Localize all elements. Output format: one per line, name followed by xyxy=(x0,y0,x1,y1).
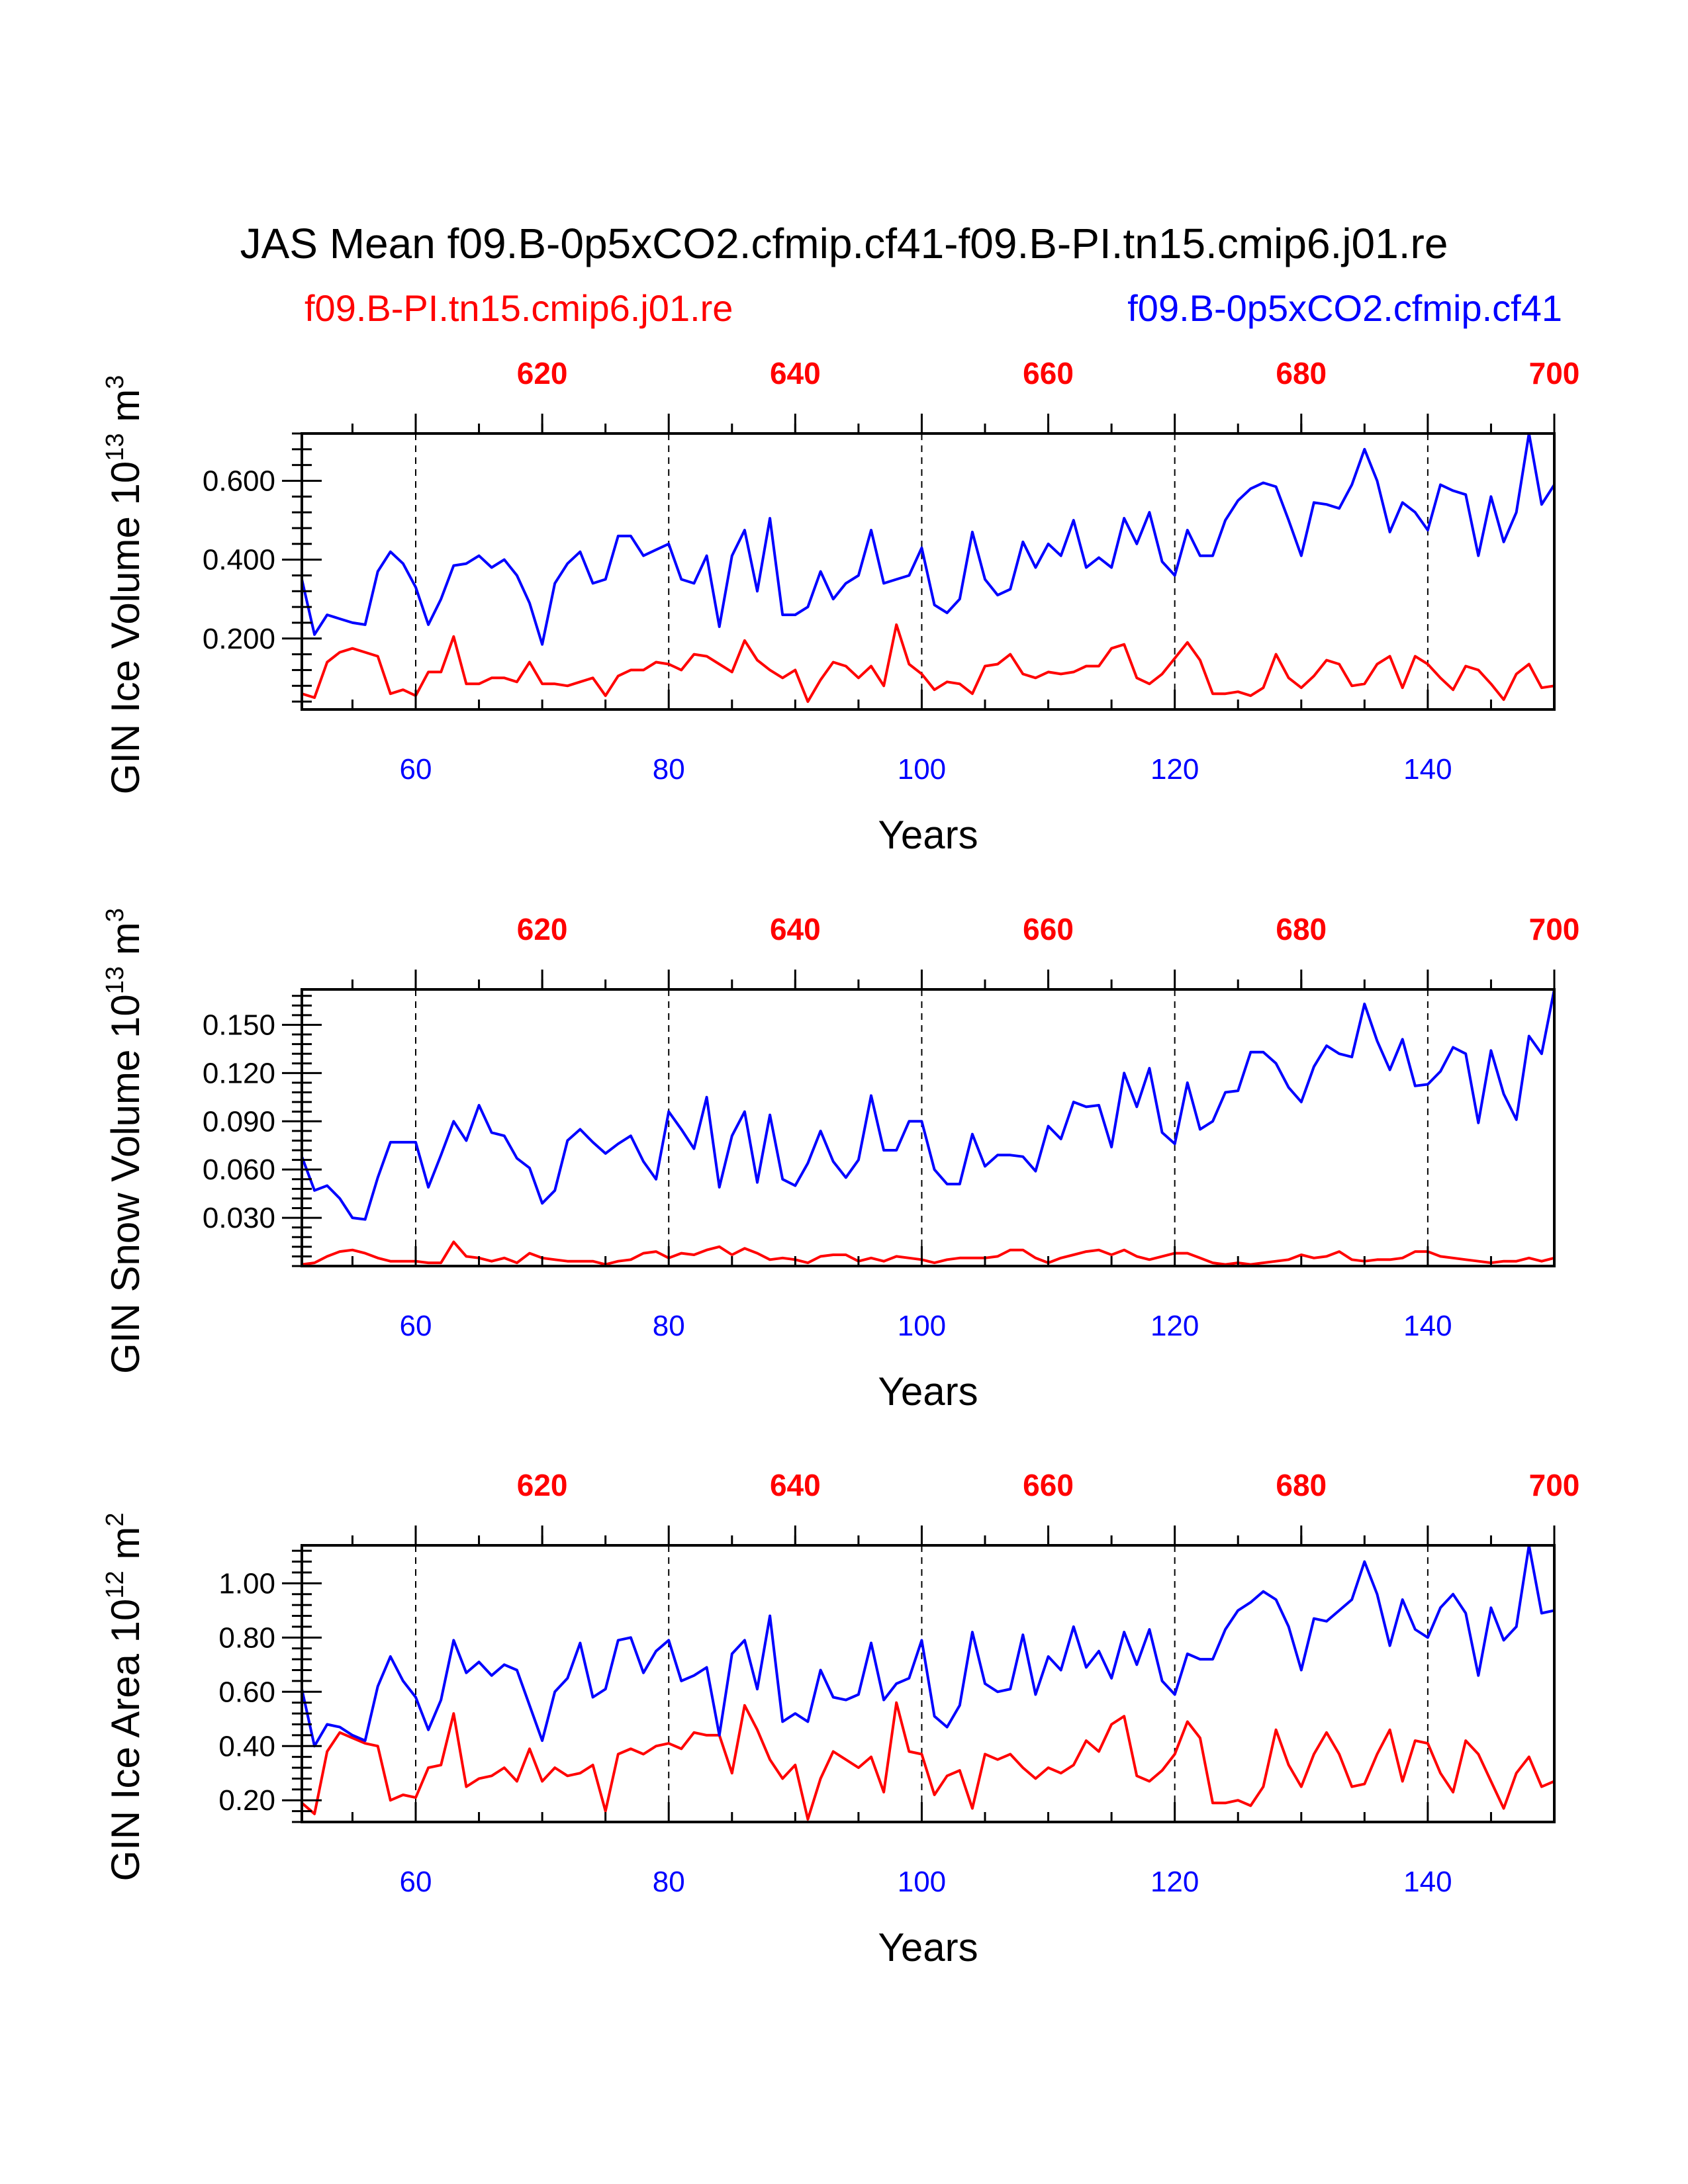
y-label-exponent: 13 xyxy=(101,433,129,461)
y-tick-label: 0.600 xyxy=(203,465,275,497)
top-tick-label: 660 xyxy=(1023,356,1074,390)
top-tick-label: 700 xyxy=(1529,356,1580,390)
x-tick-label: 80 xyxy=(653,1310,685,1342)
series-line-red xyxy=(301,1701,1555,1821)
x-tick-label: 140 xyxy=(1403,1310,1452,1342)
series-line-red xyxy=(301,623,1555,704)
x-tick-label: 60 xyxy=(400,1866,432,1898)
y-axis-label: GIN Ice Volume 1013 m3 xyxy=(101,375,148,795)
top-tick-label: 640 xyxy=(770,356,821,390)
top-tick-label: 700 xyxy=(1529,1468,1580,1502)
top-tick-label: 620 xyxy=(517,1468,568,1502)
x-axis-label: Years xyxy=(878,1369,978,1414)
series-line-blue xyxy=(301,1544,1555,1748)
y-label-text: GIN Snow Volume 10 xyxy=(103,994,148,1374)
x-tick-label: 100 xyxy=(898,1310,946,1342)
series-line-blue xyxy=(301,432,1556,646)
top-tick-label: 700 xyxy=(1529,912,1580,946)
y-tick-label: 0.400 xyxy=(203,544,275,576)
top-tick-label: 680 xyxy=(1276,1468,1327,1502)
legend-right: f09.B-0p5xCO2.cfmip.cf41 xyxy=(1127,287,1562,329)
y-tick-label: 0.150 xyxy=(203,1009,275,1041)
y-tick-label: 0.060 xyxy=(203,1154,275,1186)
x-tick-label: 60 xyxy=(400,1310,432,1342)
x-axis-label: Years xyxy=(878,1925,978,1970)
x-tick-label: 120 xyxy=(1150,1866,1199,1898)
y-tick-label: 0.030 xyxy=(203,1202,275,1234)
x-tick-label: 80 xyxy=(653,1866,685,1898)
panel-1: 60 80 100 120 140 620 640 660 680 700 0.200 0.400 0.… xyxy=(101,356,1579,857)
top-tick-label: 680 xyxy=(1276,912,1327,946)
y-label-unit: m xyxy=(103,1527,148,1571)
top-tick-label: 640 xyxy=(770,1468,821,1502)
y-tick-label: 0.090 xyxy=(203,1105,275,1138)
y-tick-label: 0.40 xyxy=(218,1730,275,1762)
top-tick-label: 660 xyxy=(1023,912,1074,946)
figure-title: JAS Mean f09.B-0p5xCO2.cfmip.cf41-f09.B-… xyxy=(240,220,1448,267)
y-tick-label: 1.00 xyxy=(218,1567,275,1600)
y-label-exponent: 13 xyxy=(101,966,129,994)
legend-left: f09.B-PI.tn15.cmip6.j01.re xyxy=(305,287,733,329)
y-label-unit: m xyxy=(103,922,148,966)
top-tick-label: 640 xyxy=(770,912,821,946)
top-tick-label: 680 xyxy=(1276,356,1327,390)
series-line-blue xyxy=(301,989,1556,1221)
x-tick-label: 100 xyxy=(898,1866,946,1898)
y-label-text: GIN Ice Volume 10 xyxy=(103,461,148,795)
y-label-text: GIN Ice Area 10 xyxy=(103,1599,148,1882)
x-tick-label: 60 xyxy=(400,753,432,786)
y-tick-label: 0.60 xyxy=(218,1676,275,1708)
y-label-unit-exponent: 2 xyxy=(101,1513,129,1527)
series-line-red xyxy=(301,1240,1555,1266)
y-label-exponent: 12 xyxy=(101,1570,129,1598)
y-label-unit-exponent: 3 xyxy=(101,908,129,922)
x-tick-label: 80 xyxy=(653,753,685,786)
y-tick-label: 0.120 xyxy=(203,1057,275,1089)
x-tick-label: 100 xyxy=(898,753,946,786)
x-tick-label: 140 xyxy=(1403,753,1452,786)
y-label-unit: m xyxy=(103,389,148,433)
x-tick-label: 140 xyxy=(1403,1866,1452,1898)
plot-frame xyxy=(301,988,1556,1267)
x-axis-label: Years xyxy=(878,813,978,857)
x-tick-label: 120 xyxy=(1150,753,1199,786)
panel-2: 60 80 100 120 140 620 640 660 680 700 0.030 0.060 0.… xyxy=(101,908,1579,1414)
panel-3: 60 80 100 120 140 620 640 660 680 700 0.20 0.40 0.60… xyxy=(101,1468,1579,1970)
y-tick-label: 0.80 xyxy=(218,1621,275,1654)
top-tick-label: 620 xyxy=(517,356,568,390)
y-label-unit-exponent: 3 xyxy=(101,375,129,389)
top-tick-label: 620 xyxy=(517,912,568,946)
y-axis-label: GIN Ice Area 1012 m2 xyxy=(101,1513,148,1882)
top-tick-label: 660 xyxy=(1023,1468,1074,1502)
plot-frame xyxy=(301,432,1556,711)
y-tick-label: 0.20 xyxy=(218,1784,275,1817)
y-tick-label: 0.200 xyxy=(203,623,275,655)
x-tick-label: 120 xyxy=(1150,1310,1199,1342)
plot-frame xyxy=(301,1544,1556,1823)
y-axis-label: GIN Snow Volume 1013 m3 xyxy=(101,908,148,1374)
